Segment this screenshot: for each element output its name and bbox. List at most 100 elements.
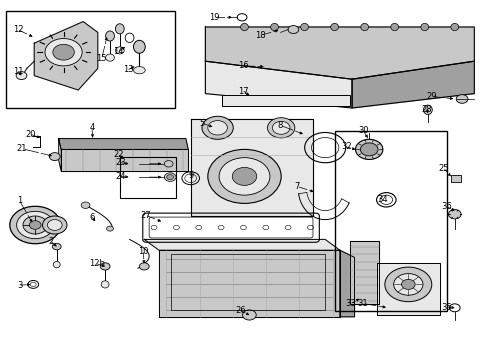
Text: 34: 34 <box>377 194 387 204</box>
Ellipse shape <box>164 173 176 181</box>
Text: 31: 31 <box>357 299 367 308</box>
Text: 18: 18 <box>255 31 265 40</box>
Ellipse shape <box>23 216 47 234</box>
Ellipse shape <box>232 167 256 185</box>
Text: 36: 36 <box>440 202 451 211</box>
Polygon shape <box>339 250 354 317</box>
Ellipse shape <box>300 23 308 31</box>
Ellipse shape <box>115 24 124 34</box>
Ellipse shape <box>45 39 82 66</box>
Text: 25: 25 <box>438 164 448 173</box>
Ellipse shape <box>115 47 124 54</box>
Text: 5: 5 <box>199 119 204 128</box>
Ellipse shape <box>10 206 61 244</box>
Text: 1: 1 <box>17 197 22 205</box>
Polygon shape <box>159 250 339 317</box>
Ellipse shape <box>17 211 54 239</box>
Ellipse shape <box>270 23 278 31</box>
Polygon shape <box>205 27 473 79</box>
Ellipse shape <box>207 149 281 203</box>
Text: 26: 26 <box>235 306 245 315</box>
Text: 33: 33 <box>345 299 356 308</box>
Text: 12b: 12b <box>89 259 104 269</box>
Text: 28: 28 <box>421 104 431 113</box>
Ellipse shape <box>139 263 149 270</box>
Text: 22: 22 <box>113 150 124 159</box>
Ellipse shape <box>52 243 61 250</box>
Ellipse shape <box>53 261 60 268</box>
Text: 30: 30 <box>357 126 368 135</box>
Text: 35: 35 <box>440 302 451 311</box>
Ellipse shape <box>360 143 377 156</box>
Text: 7: 7 <box>294 182 299 191</box>
Text: 2: 2 <box>48 237 53 246</box>
Polygon shape <box>376 263 439 315</box>
Text: 23: 23 <box>115 158 125 167</box>
Bar <box>120 157 176 198</box>
Ellipse shape <box>53 44 74 60</box>
Ellipse shape <box>384 267 431 302</box>
Ellipse shape <box>455 95 467 103</box>
Text: 14: 14 <box>113 47 124 56</box>
Ellipse shape <box>240 23 248 31</box>
Ellipse shape <box>106 226 113 231</box>
Text: 12: 12 <box>13 25 23 34</box>
Ellipse shape <box>423 105 431 114</box>
Text: 15: 15 <box>96 54 107 63</box>
Bar <box>222 95 349 106</box>
Polygon shape <box>61 149 188 171</box>
Text: 17: 17 <box>238 86 248 95</box>
Ellipse shape <box>219 158 269 195</box>
Text: 32: 32 <box>340 142 351 151</box>
Bar <box>450 175 460 182</box>
Text: 16: 16 <box>238 61 248 71</box>
Text: 20: 20 <box>25 130 36 139</box>
Text: 6: 6 <box>89 212 94 221</box>
Ellipse shape <box>242 310 256 320</box>
Ellipse shape <box>393 274 422 295</box>
Ellipse shape <box>330 23 338 31</box>
Text: 4: 4 <box>89 123 94 132</box>
Ellipse shape <box>105 31 114 41</box>
Text: 29: 29 <box>426 92 436 101</box>
Text: 8: 8 <box>277 121 282 130</box>
Bar <box>6 11 174 108</box>
Polygon shape <box>351 61 473 108</box>
Text: 24: 24 <box>115 171 125 180</box>
Text: 19: 19 <box>208 13 219 22</box>
Ellipse shape <box>101 281 109 288</box>
Text: 21: 21 <box>17 144 27 153</box>
Ellipse shape <box>272 121 289 134</box>
Ellipse shape <box>360 23 368 31</box>
Polygon shape <box>190 119 312 216</box>
Ellipse shape <box>133 67 145 74</box>
Text: 11: 11 <box>13 67 23 76</box>
Text: 3: 3 <box>17 281 22 289</box>
Ellipse shape <box>16 72 27 80</box>
Polygon shape <box>34 22 98 90</box>
Polygon shape <box>59 139 61 171</box>
Ellipse shape <box>267 118 294 138</box>
Ellipse shape <box>401 279 414 289</box>
Ellipse shape <box>207 121 227 135</box>
Ellipse shape <box>164 161 173 167</box>
Text: 27: 27 <box>140 211 151 220</box>
Ellipse shape <box>447 210 460 219</box>
Ellipse shape <box>81 202 90 208</box>
Ellipse shape <box>105 54 114 61</box>
Ellipse shape <box>287 26 298 33</box>
Polygon shape <box>205 61 351 108</box>
Text: 13: 13 <box>122 65 133 74</box>
Ellipse shape <box>450 23 458 31</box>
Ellipse shape <box>420 23 428 31</box>
Text: 9: 9 <box>188 171 193 180</box>
Ellipse shape <box>29 221 41 229</box>
Text: 10: 10 <box>138 247 148 256</box>
Ellipse shape <box>202 116 233 139</box>
Ellipse shape <box>355 139 382 159</box>
Ellipse shape <box>49 153 60 161</box>
Ellipse shape <box>133 40 145 53</box>
Bar <box>171 254 325 310</box>
Polygon shape <box>144 239 339 250</box>
Ellipse shape <box>100 263 110 270</box>
